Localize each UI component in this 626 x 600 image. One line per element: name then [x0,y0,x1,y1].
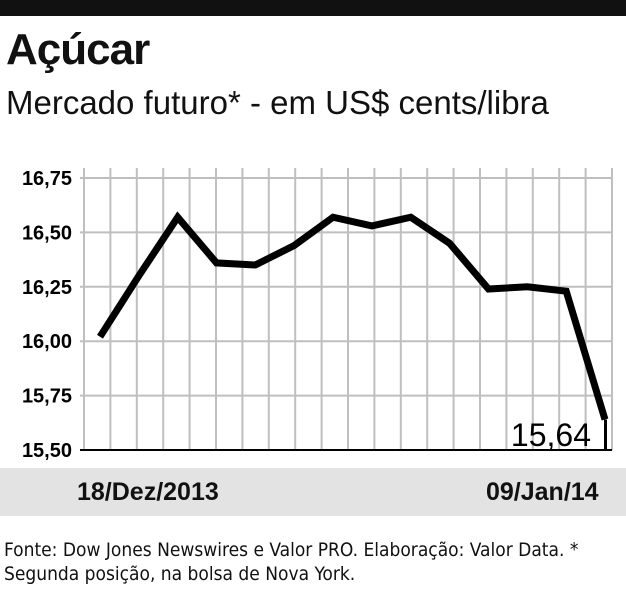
x-axis-band [0,468,626,516]
y-tick-label: 15,75 [22,386,72,408]
y-tick-label: 16,25 [22,277,72,299]
x-start-label: 18/Dez/2013 [77,478,219,506]
series-line [97,211,609,421]
x-end-label: 09/Jan/14 [486,478,599,506]
last-value-label: 15,64 [511,417,591,453]
y-tick-label: 16,75 [22,168,72,190]
chart-subtitle: Mercado futuro* - em US$ cents/libra [6,84,549,121]
top-bar [0,0,626,16]
source-note: Fonte: Dow Jones Newswires e Valor PRO. … [4,539,579,585]
line-chart: 16,75 16,50 16,25 16,00 15,75 15,50 15,64 [22,168,613,460]
y-tick-label: 16,00 [22,331,72,353]
last-value-marker [604,419,607,450]
y-tick-label: 15,50 [22,440,72,460]
y-tick-label: 16,50 [22,222,72,244]
chart-title: Açúcar [6,25,150,74]
